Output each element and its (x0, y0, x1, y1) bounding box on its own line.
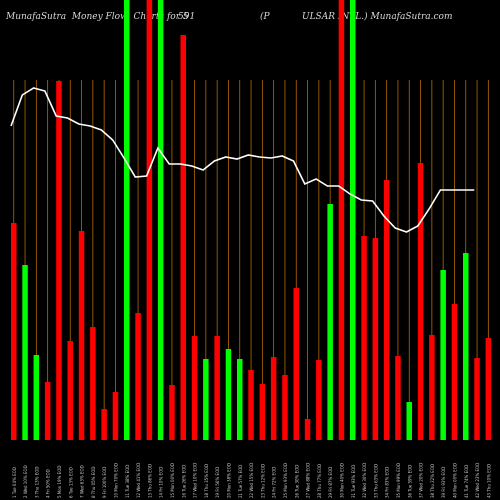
x-tick-label: 40 Mon 00% EOD (452, 463, 457, 498)
x-tick-label: 8 Thu 05% EOD (91, 466, 96, 498)
x-tick-label: 29 Fri 87% EOD (328, 467, 333, 498)
bar (304, 419, 311, 440)
bar (474, 358, 480, 440)
x-tick-label: 6 Tue 13% EOD (68, 467, 73, 498)
x-tick-label: 18 Thu 35% EOD (204, 464, 209, 498)
bar (350, 0, 356, 440)
x-tick-label: 20 Mon 38% EOD (226, 463, 231, 498)
bar (338, 0, 345, 440)
x-tick-label: 14 Fri 10% EOD (159, 467, 164, 498)
bar (112, 392, 119, 440)
x-tick-label: 4 Fri 50% EOD (46, 469, 51, 498)
bar (440, 270, 446, 440)
bar (316, 360, 322, 440)
x-tick-label: 11 Tue 38% EOD (125, 465, 130, 498)
x-tick-label: 17 Wed 10% EOD (193, 463, 198, 498)
title-mid: 591 (178, 12, 196, 22)
x-tick-label: 19 Fri 56% EOD (215, 467, 220, 498)
bar (78, 231, 85, 440)
bar (463, 253, 469, 440)
x-axis-labels: 1 Tue 04% EOD 2 Wed 10% EOD 3 Thu 13% EOD 4… (12, 463, 492, 498)
bar (259, 384, 266, 440)
x-tick-label: 26 Tue 30% EOD (294, 465, 299, 498)
bar (191, 336, 198, 440)
x-tick-label: 22 Wed 15% EOD (249, 463, 254, 498)
bar (406, 402, 412, 440)
bar (270, 357, 277, 440)
x-tick-label: 1 Tue 04% EOD (12, 467, 17, 498)
bar (395, 356, 401, 440)
bar (417, 163, 424, 440)
x-tick-label: 36 Tue 59% EOD (407, 465, 412, 498)
bar (237, 359, 243, 440)
x-tick-label: 15 Mon 00% EOD (170, 463, 175, 498)
x-tick-label: 3 Thu 13% EOD (34, 466, 39, 498)
x-tick-label: 39 Fri 93% EOD (441, 467, 446, 498)
bar (124, 0, 130, 440)
bar (451, 304, 458, 440)
x-tick-label: 27 Wed 88% EOD (306, 463, 311, 498)
bar (67, 341, 73, 440)
bar (44, 382, 51, 440)
x-tick-label: 25 Mon 93% EOD (283, 463, 288, 498)
x-tick-label: 7 Wed 63% EOD (80, 465, 85, 498)
x-tick-label: 5 Mon 19% EOD (57, 466, 62, 498)
x-tick-label: 30 Mon 40% EOD (339, 463, 344, 498)
bar (248, 370, 254, 440)
bar (90, 327, 96, 440)
bar (33, 355, 40, 440)
bar (22, 265, 28, 440)
bar (383, 180, 390, 440)
x-tick-label: 12 Wed 41% EOD (136, 463, 141, 498)
bar (485, 338, 492, 440)
money-flow-line (10, 87, 475, 233)
bar (203, 359, 209, 440)
bar (361, 236, 367, 440)
bar (282, 375, 288, 440)
x-tick-label: 9 Fri 100% EOD (102, 467, 107, 498)
bar (146, 0, 153, 440)
bar (180, 35, 186, 440)
x-tick-label: 32 Wed 30% EOD (362, 463, 367, 498)
bar (293, 288, 299, 440)
bars (11, 0, 492, 440)
bar (214, 336, 220, 440)
x-tick-label: 42 Wed 23% EOD (475, 463, 480, 498)
x-tick-label: 41 Tue 74% EOD (464, 465, 469, 498)
bar (135, 313, 141, 440)
x-tick-label: 23 Thu 12% EOD (260, 464, 265, 498)
bar (372, 238, 379, 440)
x-tick-label: 16 Tue 26% EOD (181, 465, 186, 498)
x-tick-label: 33 Thu 63% EOD (373, 464, 378, 498)
x-tick-label: 35 Mon 99% EOD (396, 463, 401, 498)
x-tick-label: 2 Wed 10% EOD (23, 465, 28, 498)
bar (429, 335, 435, 440)
title-paren: (P (260, 12, 270, 22)
bar (169, 385, 175, 440)
x-tick-label: 28 Thu 77% EOD (317, 464, 322, 498)
bar (327, 204, 333, 440)
x-tick-label: 38 Thu 22% EOD (430, 464, 435, 498)
x-tick-label: 43 Thu 10% EOD (486, 464, 491, 498)
x-tick-label: 10 Mon 70% EOD (113, 463, 118, 498)
bar (157, 0, 164, 440)
bar (101, 409, 107, 440)
bar (225, 349, 232, 440)
x-tick-label: 24 Fri 72% EOD (272, 467, 277, 498)
x-tick-label: 31 Tue 93% EOD (351, 465, 356, 498)
bar (11, 223, 17, 440)
bar (56, 81, 62, 440)
x-tick-label: 21 Tue 57% EOD (238, 465, 243, 498)
x-tick-label: 34 Fri 83% EOD (385, 467, 390, 498)
x-tick-label: 37 Wed 20% EOD (419, 463, 424, 498)
x-tick-label: 13 Thu 86% EOD (147, 464, 152, 498)
